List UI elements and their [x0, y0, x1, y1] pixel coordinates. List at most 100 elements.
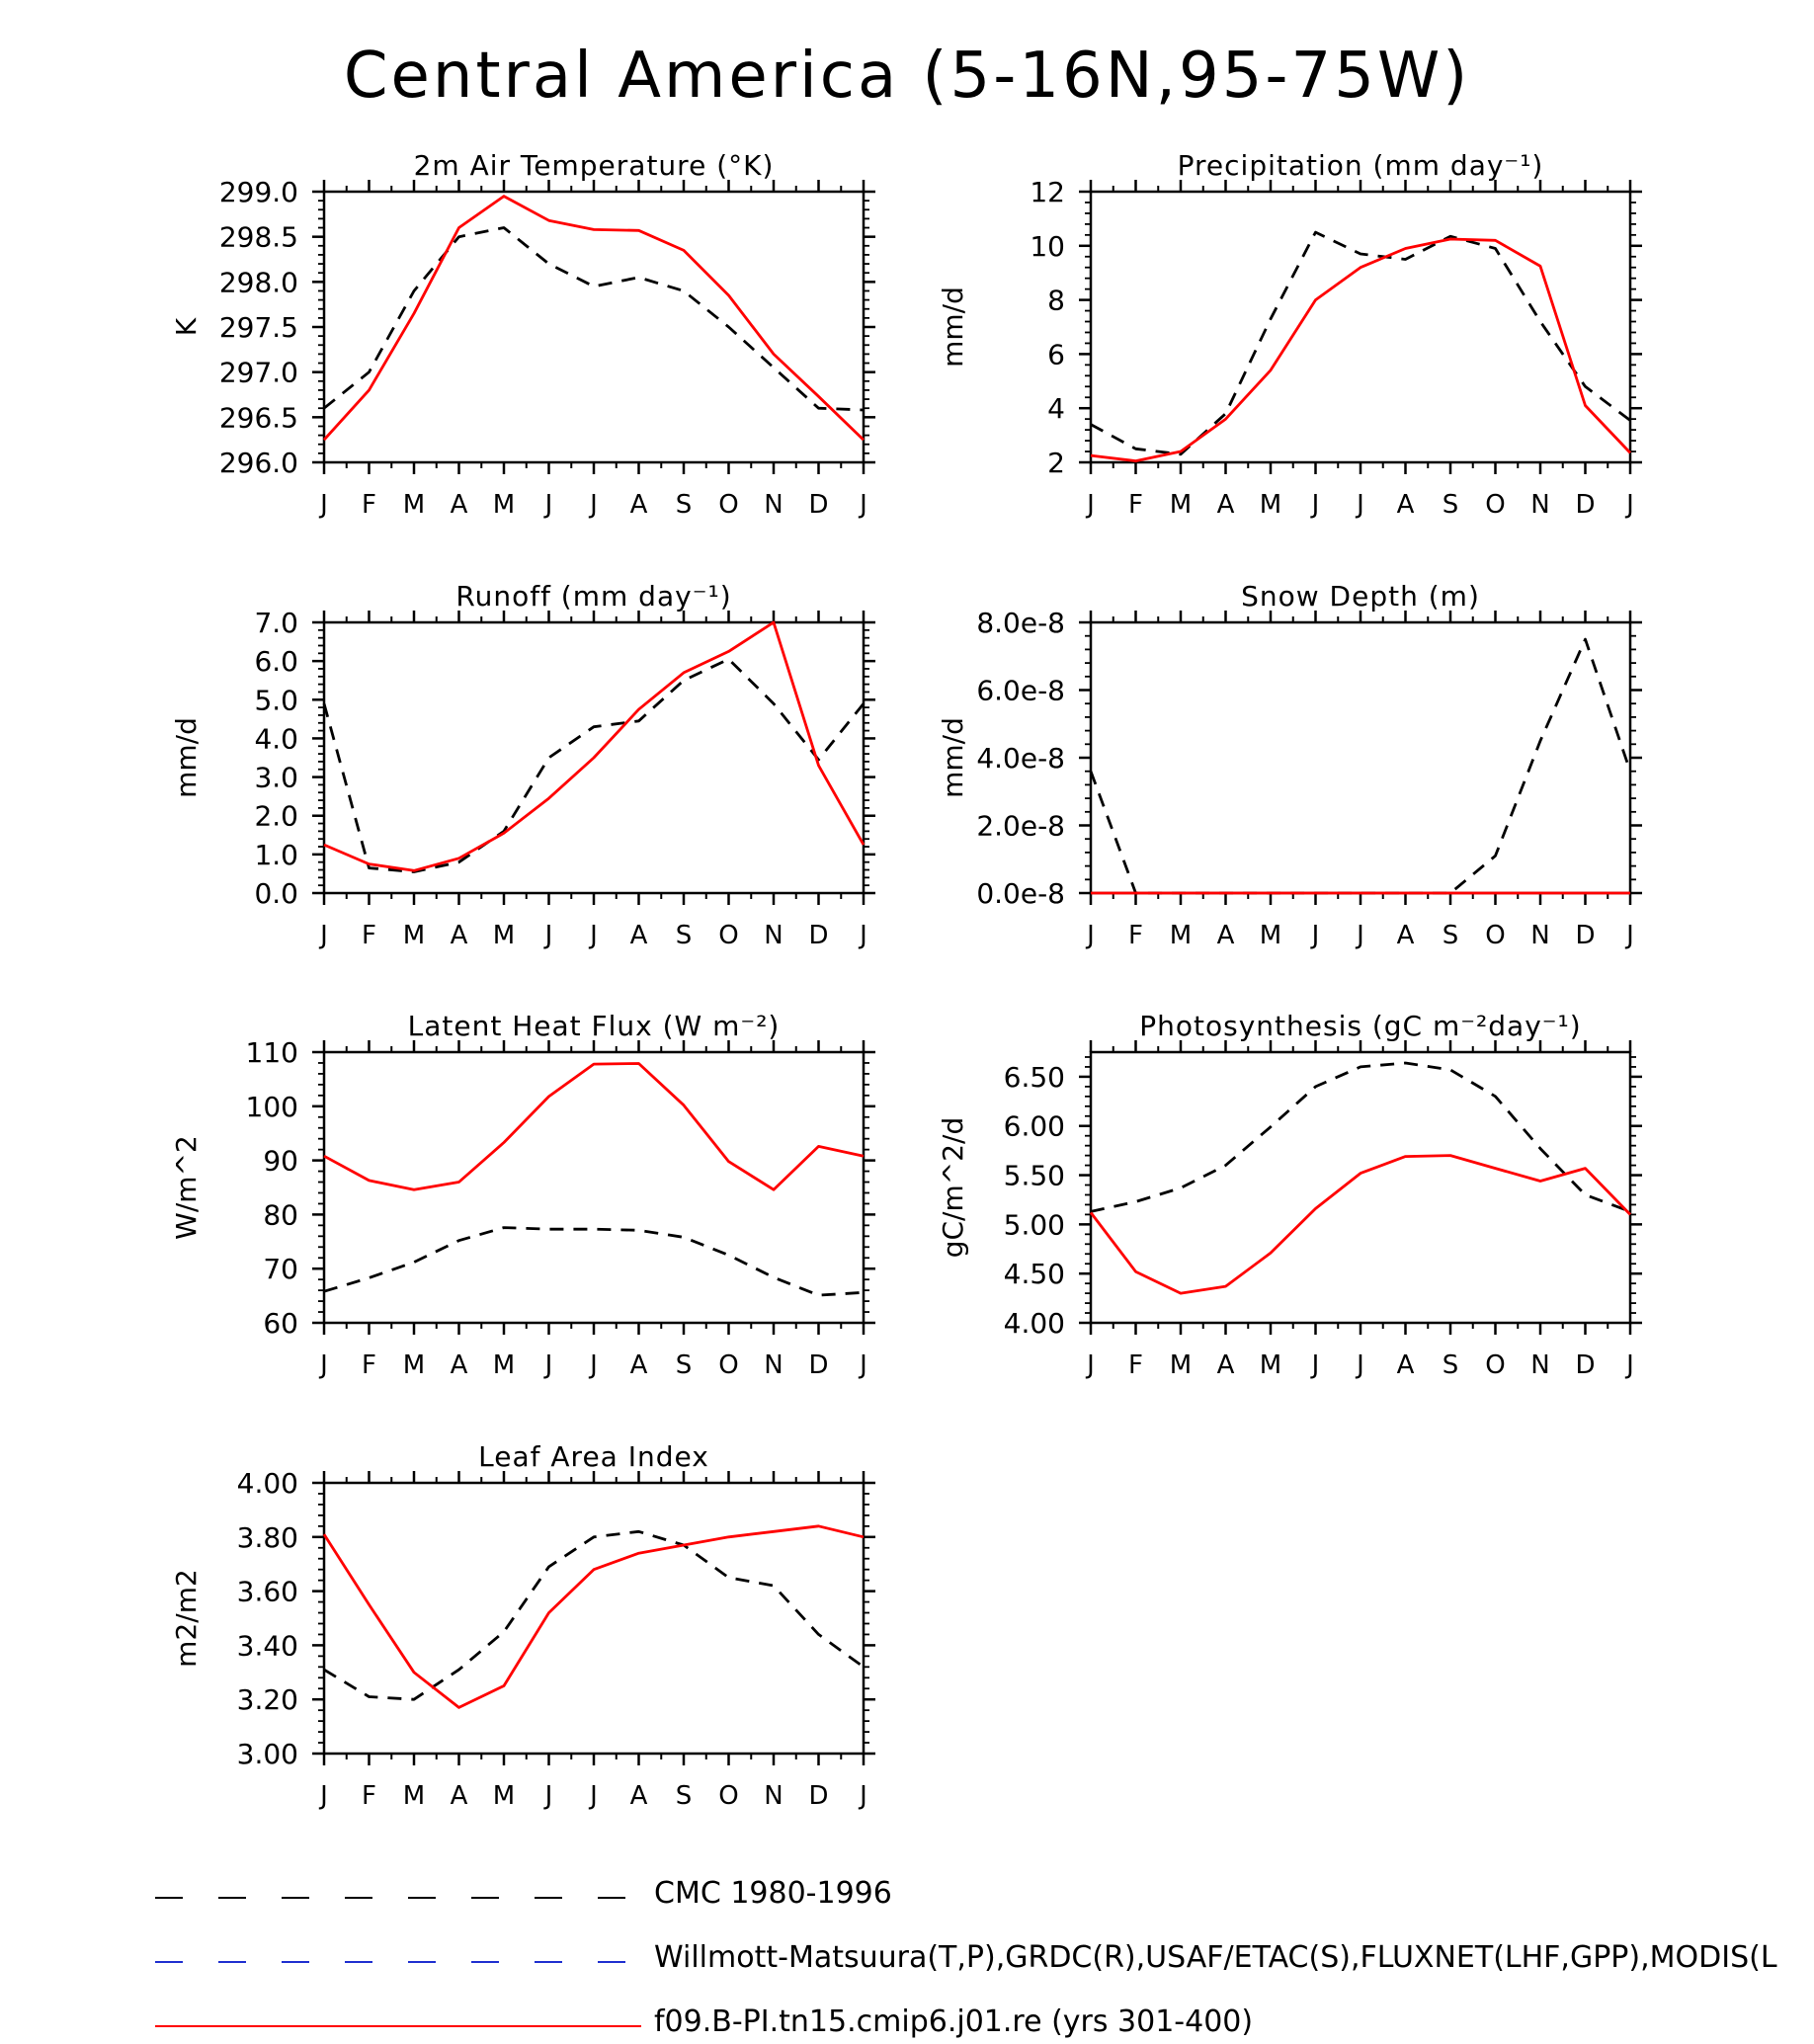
x-tick-label: N [764, 1781, 783, 1811]
x-tick-label: M [403, 1781, 425, 1811]
y-tick-label: 6.50 [1004, 1061, 1065, 1094]
x-tick-label: S [1443, 490, 1459, 520]
x-tick-label: A [630, 1781, 648, 1811]
x-tick-label: A [1217, 490, 1235, 520]
x-tick-label: J [1085, 921, 1095, 950]
legend-label: CMC 1980-1996 [654, 1876, 892, 1911]
x-tick-label: D [1575, 490, 1595, 520]
x-tick-label: M [1260, 1350, 1281, 1380]
x-tick-label: O [718, 1350, 738, 1380]
series-line-f09-b-pi-tn15-cmip6-j01-re-yrs-301-400 [1089, 1154, 1632, 1295]
y-tick-label: 100 [246, 1091, 298, 1123]
y-tick-label: 60 [263, 1307, 298, 1340]
x-tick-label: M [493, 1350, 515, 1380]
x-tick-label: M [403, 490, 425, 520]
y-tick-label: 6.0 [254, 645, 298, 678]
y-axis-label: W/m^2 [170, 1135, 203, 1240]
x-tick-label: J [1355, 921, 1364, 950]
x-tick-label: S [1443, 921, 1459, 950]
y-tick-label: 299.0 [219, 176, 298, 208]
x-tick-label: A [451, 921, 468, 950]
y-tick-label: 1.0 [254, 839, 298, 871]
x-tick-label: A [630, 921, 648, 950]
x-tick-label: O [1485, 490, 1505, 520]
x-tick-label: J [1085, 490, 1095, 520]
chart-title: Photosynthesis (gC m⁻²day⁻¹) [1139, 1010, 1581, 1042]
x-tick-label: A [1217, 921, 1235, 950]
x-tick-label: O [1485, 921, 1505, 950]
y-tick-label: 3.60 [237, 1576, 298, 1608]
x-tick-label: J [858, 490, 867, 520]
x-tick-label: J [543, 921, 553, 950]
y-axis-label: mm/d [937, 286, 969, 368]
x-tick-label: J [1624, 1350, 1634, 1380]
x-tick-label: F [1128, 1350, 1143, 1380]
x-tick-label: A [1397, 921, 1415, 950]
y-tick-label: 4.00 [1004, 1307, 1065, 1340]
y-tick-label: 8 [1047, 285, 1065, 317]
y-tick-label: 4.50 [1004, 1258, 1065, 1290]
x-tick-label: J [318, 490, 328, 520]
plot-frame [1089, 620, 1632, 895]
x-tick-label: S [1443, 1350, 1459, 1380]
x-tick-label: M [493, 921, 515, 950]
y-axis-label: mm/d [170, 717, 203, 798]
page-title: Central America (5-16N,95-75W) [343, 40, 1471, 113]
y-tick-label: 4.0e-8 [976, 742, 1065, 775]
y-tick-label: 2.0 [254, 800, 298, 833]
x-tick-label: M [403, 921, 425, 950]
x-tick-label: A [630, 1350, 648, 1380]
x-tick-label: N [764, 921, 783, 950]
x-tick-label: F [362, 1781, 376, 1811]
x-tick-label: J [588, 490, 598, 520]
x-tick-label: M [403, 1350, 425, 1380]
x-tick-label: S [676, 1350, 693, 1380]
x-tick-label: J [543, 1350, 553, 1380]
y-tick-label: 5.00 [1004, 1208, 1065, 1241]
chart-title: Snow Depth (m) [1241, 580, 1480, 613]
x-tick-label: O [1485, 1350, 1505, 1380]
x-tick-label: M [1170, 1350, 1192, 1380]
y-tick-label: 4 [1047, 392, 1065, 425]
y-tick-label: 90 [263, 1145, 298, 1178]
x-tick-label: D [808, 1781, 828, 1811]
x-tick-label: F [362, 1350, 376, 1380]
plot-frame [322, 1481, 866, 1756]
y-tick-label: 5.0 [254, 684, 298, 716]
x-tick-label: N [764, 490, 783, 520]
x-tick-label: J [1355, 490, 1364, 520]
x-tick-label: A [451, 1781, 468, 1811]
x-tick-label: J [318, 1350, 328, 1380]
x-tick-label: O [718, 921, 738, 950]
legend-swatch [155, 1961, 641, 1963]
y-tick-label: 3.0 [254, 762, 298, 794]
x-tick-label: J [1624, 921, 1634, 950]
y-tick-label: 298.5 [219, 221, 298, 254]
x-tick-label: D [1575, 921, 1595, 950]
chart-panel-snow-depth-m: J F M A M J J A S O N D J0.0e-82.0e-84.0e-86.0e-88.0… [937, 580, 1642, 950]
y-tick-label: 3.40 [237, 1629, 298, 1662]
series-line-cmc-1980-1996 [1090, 230, 1631, 456]
chart-title: Precipitation (mm day⁻¹) [1178, 149, 1544, 182]
x-tick-label: D [808, 1350, 828, 1380]
chart-title: Leaf Area Index [478, 1440, 709, 1473]
x-tick-label: F [1128, 921, 1143, 950]
y-axis-label: gC/m^2/d [937, 1117, 969, 1259]
y-tick-label: 296.5 [219, 401, 298, 434]
x-tick-label: N [1530, 921, 1549, 950]
x-tick-label: M [1170, 921, 1192, 950]
chart-panel-runoff-mm-day: J F M A M J J A S O N D J0.01.02.03.04.05.06.07.0Run… [170, 580, 875, 950]
x-tick-label: N [1530, 490, 1549, 520]
x-tick-label: J [1085, 1350, 1095, 1380]
series-line-cmc-1980-1996 [1089, 637, 1632, 895]
series-line-f09-b-pi-tn15-cmip6-j01-re-yrs-301-400 [1090, 237, 1632, 463]
x-tick-label: A [1397, 490, 1415, 520]
y-tick-label: 2.0e-8 [976, 810, 1065, 843]
x-tick-label: J [588, 1350, 598, 1380]
y-tick-label: 297.0 [219, 357, 298, 389]
series-line-f09-b-pi-tn15-cmip6-j01-re-yrs-301-400 [322, 195, 865, 442]
x-tick-label: J [858, 921, 867, 950]
x-tick-label: S [676, 1781, 693, 1811]
x-tick-label: J [543, 1781, 553, 1811]
